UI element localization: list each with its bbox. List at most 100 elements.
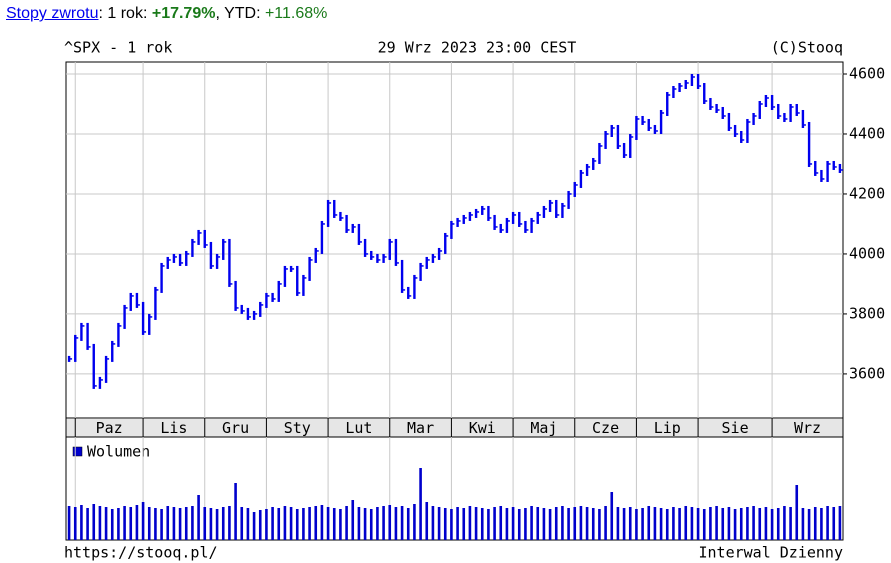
volume-bar	[339, 509, 342, 540]
price-bar	[431, 253, 435, 263]
price-bar	[80, 322, 83, 341]
volume-bar	[376, 507, 379, 540]
price-bar	[542, 205, 546, 218]
volume-bar	[665, 509, 669, 540]
volume-bar	[456, 507, 459, 540]
price-bar	[752, 112, 755, 125]
volume-bar	[172, 507, 176, 540]
volume-bar	[215, 509, 219, 540]
volume-bar	[357, 507, 361, 540]
price-bar	[770, 94, 774, 110]
volume-bar	[542, 508, 546, 540]
price-bar	[388, 238, 391, 260]
volume-bar	[388, 505, 392, 540]
volume-bar	[197, 495, 200, 540]
volume-bar	[530, 506, 533, 540]
volume-bar	[721, 508, 725, 540]
volume-bar	[758, 508, 762, 540]
price-bar	[92, 343, 95, 389]
y-tick-label: 4000	[849, 244, 885, 262]
volume-bar	[73, 507, 77, 540]
price-bar	[215, 253, 219, 269]
volume-bar	[727, 507, 731, 540]
price-bar	[320, 220, 324, 254]
volume-bar	[499, 506, 503, 540]
y-tick-label: 4400	[849, 124, 885, 142]
price-bar	[357, 223, 361, 245]
legend-swatch	[72, 446, 83, 457]
price-bar	[222, 238, 225, 260]
volume-bar	[604, 506, 607, 540]
price-bar	[727, 112, 731, 131]
volume-bar	[363, 508, 367, 540]
price-bar	[505, 217, 509, 233]
price-bar	[98, 376, 102, 389]
price-bar	[721, 106, 724, 119]
price-bar	[265, 292, 268, 308]
price-bar	[339, 211, 342, 221]
price-bar	[647, 118, 650, 131]
volume-bar	[702, 509, 706, 540]
x-tick-label: Sty	[284, 419, 311, 437]
volume-bar	[308, 507, 311, 540]
price-bar	[764, 94, 768, 107]
price-bar	[684, 79, 687, 89]
volume-bar	[610, 492, 614, 540]
price-bar	[308, 256, 311, 281]
volume-bar	[228, 506, 231, 540]
period: 1 rok	[107, 5, 143, 22]
volume-bar	[505, 508, 509, 540]
volume-bar	[739, 508, 743, 540]
volume-bar	[147, 507, 151, 540]
volume-bar	[524, 508, 527, 540]
x-tick-label: Sie	[722, 419, 749, 437]
price-frame	[65, 61, 844, 419]
volume-bar	[283, 506, 287, 540]
price-bar	[351, 223, 354, 233]
price-bar	[74, 334, 77, 362]
price-bar	[579, 169, 583, 188]
volume-bar	[783, 506, 786, 540]
returns-link[interactable]: Stopy zwrotu	[6, 5, 99, 22]
price-bar	[345, 214, 348, 233]
volume-bar	[832, 507, 836, 540]
price-bar	[758, 100, 761, 119]
price-bar	[123, 304, 126, 329]
volume-bar	[616, 507, 620, 540]
price-bar	[474, 208, 478, 218]
volume-bar	[709, 507, 712, 540]
chart-title: ^SPX - 1 rok	[64, 39, 172, 57]
volume-bar	[252, 512, 256, 540]
volume-bar	[789, 507, 792, 540]
chart-source: (C)Stooq	[771, 39, 843, 57]
volume-bar	[221, 507, 225, 540]
price-bar	[400, 259, 404, 293]
price-bar	[135, 292, 139, 308]
x-tick-label: Mar	[407, 419, 434, 437]
price-bar	[302, 274, 305, 296]
price-bar	[530, 217, 533, 233]
volume-bar	[382, 506, 385, 540]
price-bar	[326, 199, 330, 227]
price-bar	[672, 85, 675, 98]
volume-bar	[536, 507, 540, 540]
price-bar	[67, 355, 71, 362]
footer-url: https://stooq.pl/	[64, 544, 218, 562]
volume-bar	[191, 506, 194, 540]
footer-interval: Interwal Dzienny	[699, 544, 844, 562]
price-bar	[437, 247, 441, 260]
volume-bar	[511, 507, 515, 540]
volume-bar	[826, 506, 829, 540]
price-bar	[450, 220, 453, 239]
x-tick-label: Maj	[530, 419, 557, 437]
x-tick-label: Lut	[345, 419, 372, 437]
volume-bar	[641, 508, 644, 540]
price-bar	[129, 292, 132, 311]
volume-bar	[573, 507, 577, 540]
price-bar	[838, 163, 842, 173]
price-bar	[499, 223, 502, 233]
volume-bar	[80, 505, 83, 540]
volume-bar	[369, 509, 373, 540]
